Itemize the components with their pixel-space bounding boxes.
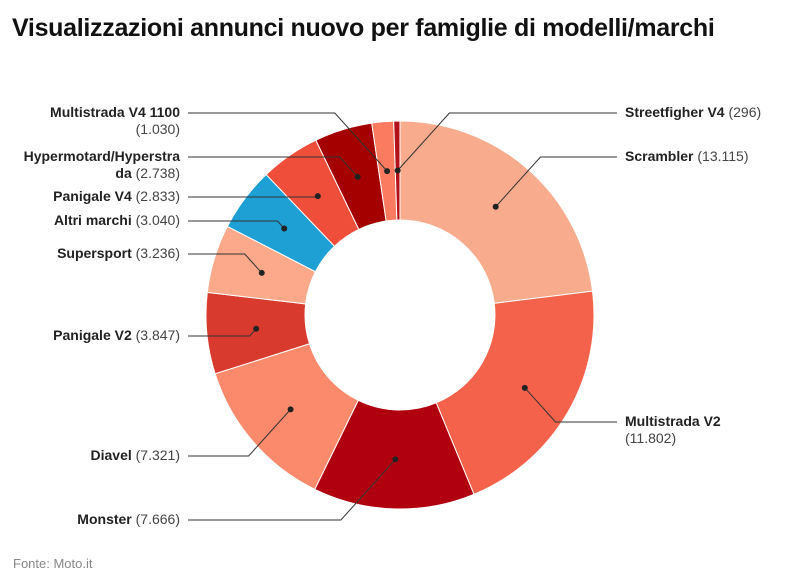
slice-value: (2.738) xyxy=(135,165,180,181)
leader-dot xyxy=(253,325,260,332)
slice-label: Diavel xyxy=(90,447,132,463)
leader-dot xyxy=(287,406,294,413)
slice-label: Monster xyxy=(77,511,132,527)
slice-label: Streetfigher V4 xyxy=(625,104,725,120)
data-label: Supersport (3.236) xyxy=(57,245,180,262)
leader-line xyxy=(188,112,388,172)
leader-line xyxy=(188,328,257,337)
data-label: Multistrada V4 1100 (1.030) xyxy=(50,104,180,138)
slice-value: (296) xyxy=(728,104,762,120)
slice-value: (2.833) xyxy=(135,188,180,204)
leader-dot xyxy=(521,384,528,391)
slice-label: Hypermotard/Hyperstra da xyxy=(23,148,180,181)
slice-label: Altri marchi xyxy=(53,212,132,228)
slice-scrambler xyxy=(399,120,594,304)
data-label: Streetfigher V4 (296) xyxy=(625,104,761,121)
slice-label: Supersport xyxy=(57,245,132,261)
leader-line xyxy=(188,220,285,229)
slice-value: (11.802) xyxy=(625,430,677,446)
slice-monster xyxy=(314,399,475,510)
slice-label: Multistrada V4 1100 xyxy=(50,104,180,120)
leader-dot xyxy=(392,456,399,463)
slice-value: (3.236) xyxy=(135,245,180,261)
chart-title: Visualizzazioni annunci nuovo per famigl… xyxy=(12,14,715,42)
slice-label: Panigale V4 xyxy=(53,188,132,204)
slice-value: (1.030) xyxy=(135,121,180,137)
slice-value: (3.847) xyxy=(135,327,180,343)
source-note: Fonte: Moto.it xyxy=(13,556,93,571)
leader-dot xyxy=(354,173,361,180)
leader-line xyxy=(524,387,617,423)
data-label: Multistrada V2 (11.802) xyxy=(625,413,721,447)
data-label: Hypermotard/Hyperstra da (2.738) xyxy=(24,148,180,182)
slice-value: (7.321) xyxy=(135,447,180,463)
slice-value: (13.115) xyxy=(697,148,749,164)
leader-dot xyxy=(492,203,499,210)
leader-line xyxy=(188,156,359,178)
slice-label: Multistrada V2 xyxy=(625,413,721,429)
slice-value: (3.040) xyxy=(135,212,180,228)
leader-dot xyxy=(258,269,265,276)
leader-line xyxy=(188,459,396,521)
data-label: Monster (7.666) xyxy=(77,511,180,528)
data-label: Diavel (7.321) xyxy=(91,447,181,464)
slice-label: Scrambler xyxy=(625,148,694,164)
slice-value: (7.666) xyxy=(135,511,180,527)
leader-line xyxy=(188,253,263,274)
leader-line xyxy=(495,156,617,208)
leader-dot xyxy=(314,193,321,200)
slice-label: Panigale V2 xyxy=(53,327,132,343)
leader-dot xyxy=(394,167,401,174)
leader-dot xyxy=(281,225,288,232)
data-label: Panigale V4 (2.833) xyxy=(53,188,180,205)
data-label: Altri marchi (3.040) xyxy=(54,212,180,229)
leader-dot xyxy=(384,168,391,175)
slice-multistrada-v2 xyxy=(435,290,595,495)
leader-line xyxy=(397,112,617,171)
data-label: Panigale V2 (3.847) xyxy=(53,327,180,344)
leader-line xyxy=(188,409,291,457)
data-label: Scrambler (13.115) xyxy=(625,148,748,165)
